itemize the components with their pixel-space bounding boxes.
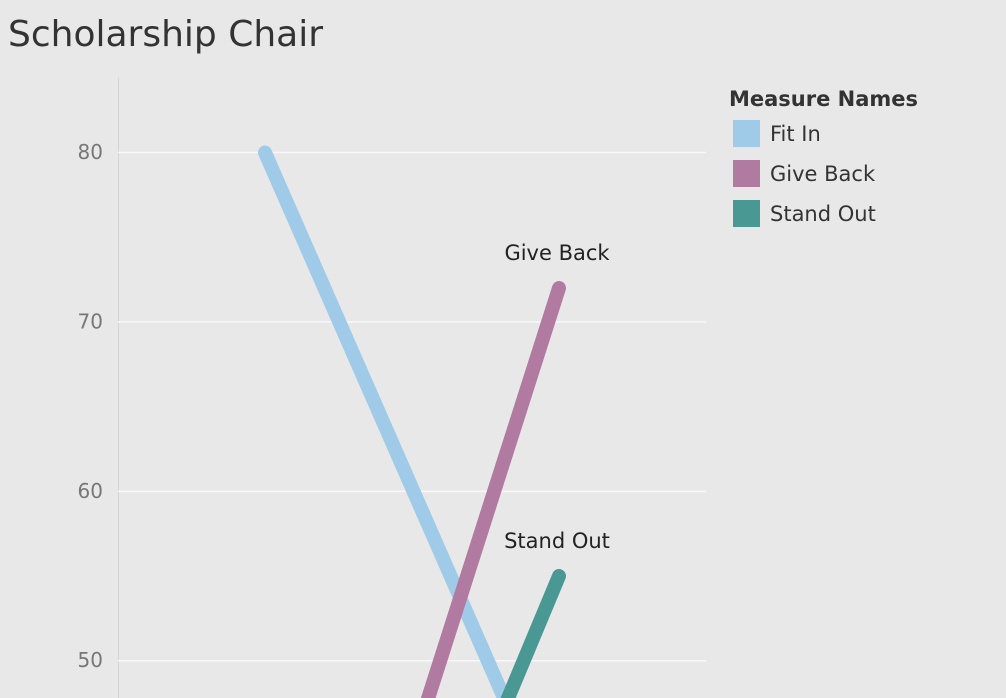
legend-label: Fit In	[770, 122, 821, 146]
y-tick-label: 70	[78, 309, 103, 333]
legend-label: Stand Out	[770, 202, 876, 226]
legend-swatch	[733, 200, 760, 227]
series-line	[258, 145, 512, 698]
legend-swatch	[733, 160, 760, 187]
end-label: Stand Out	[504, 529, 610, 553]
end-label: Give Back	[504, 241, 610, 265]
series-line	[420, 281, 566, 698]
legend-title: Measure Names	[729, 87, 918, 111]
y-tick-label: 60	[78, 479, 103, 503]
legend-swatch	[733, 120, 760, 147]
grid: 50 60 70 80	[78, 140, 706, 672]
legend-label: Give Back	[770, 162, 876, 186]
y-tick-label: 50	[78, 648, 103, 672]
series-line	[500, 569, 566, 698]
y-tick-label: 80	[78, 140, 103, 164]
legend: Fit In Give Back Stand Out	[733, 120, 876, 227]
chart-title: Scholarship Chair	[8, 14, 323, 55]
